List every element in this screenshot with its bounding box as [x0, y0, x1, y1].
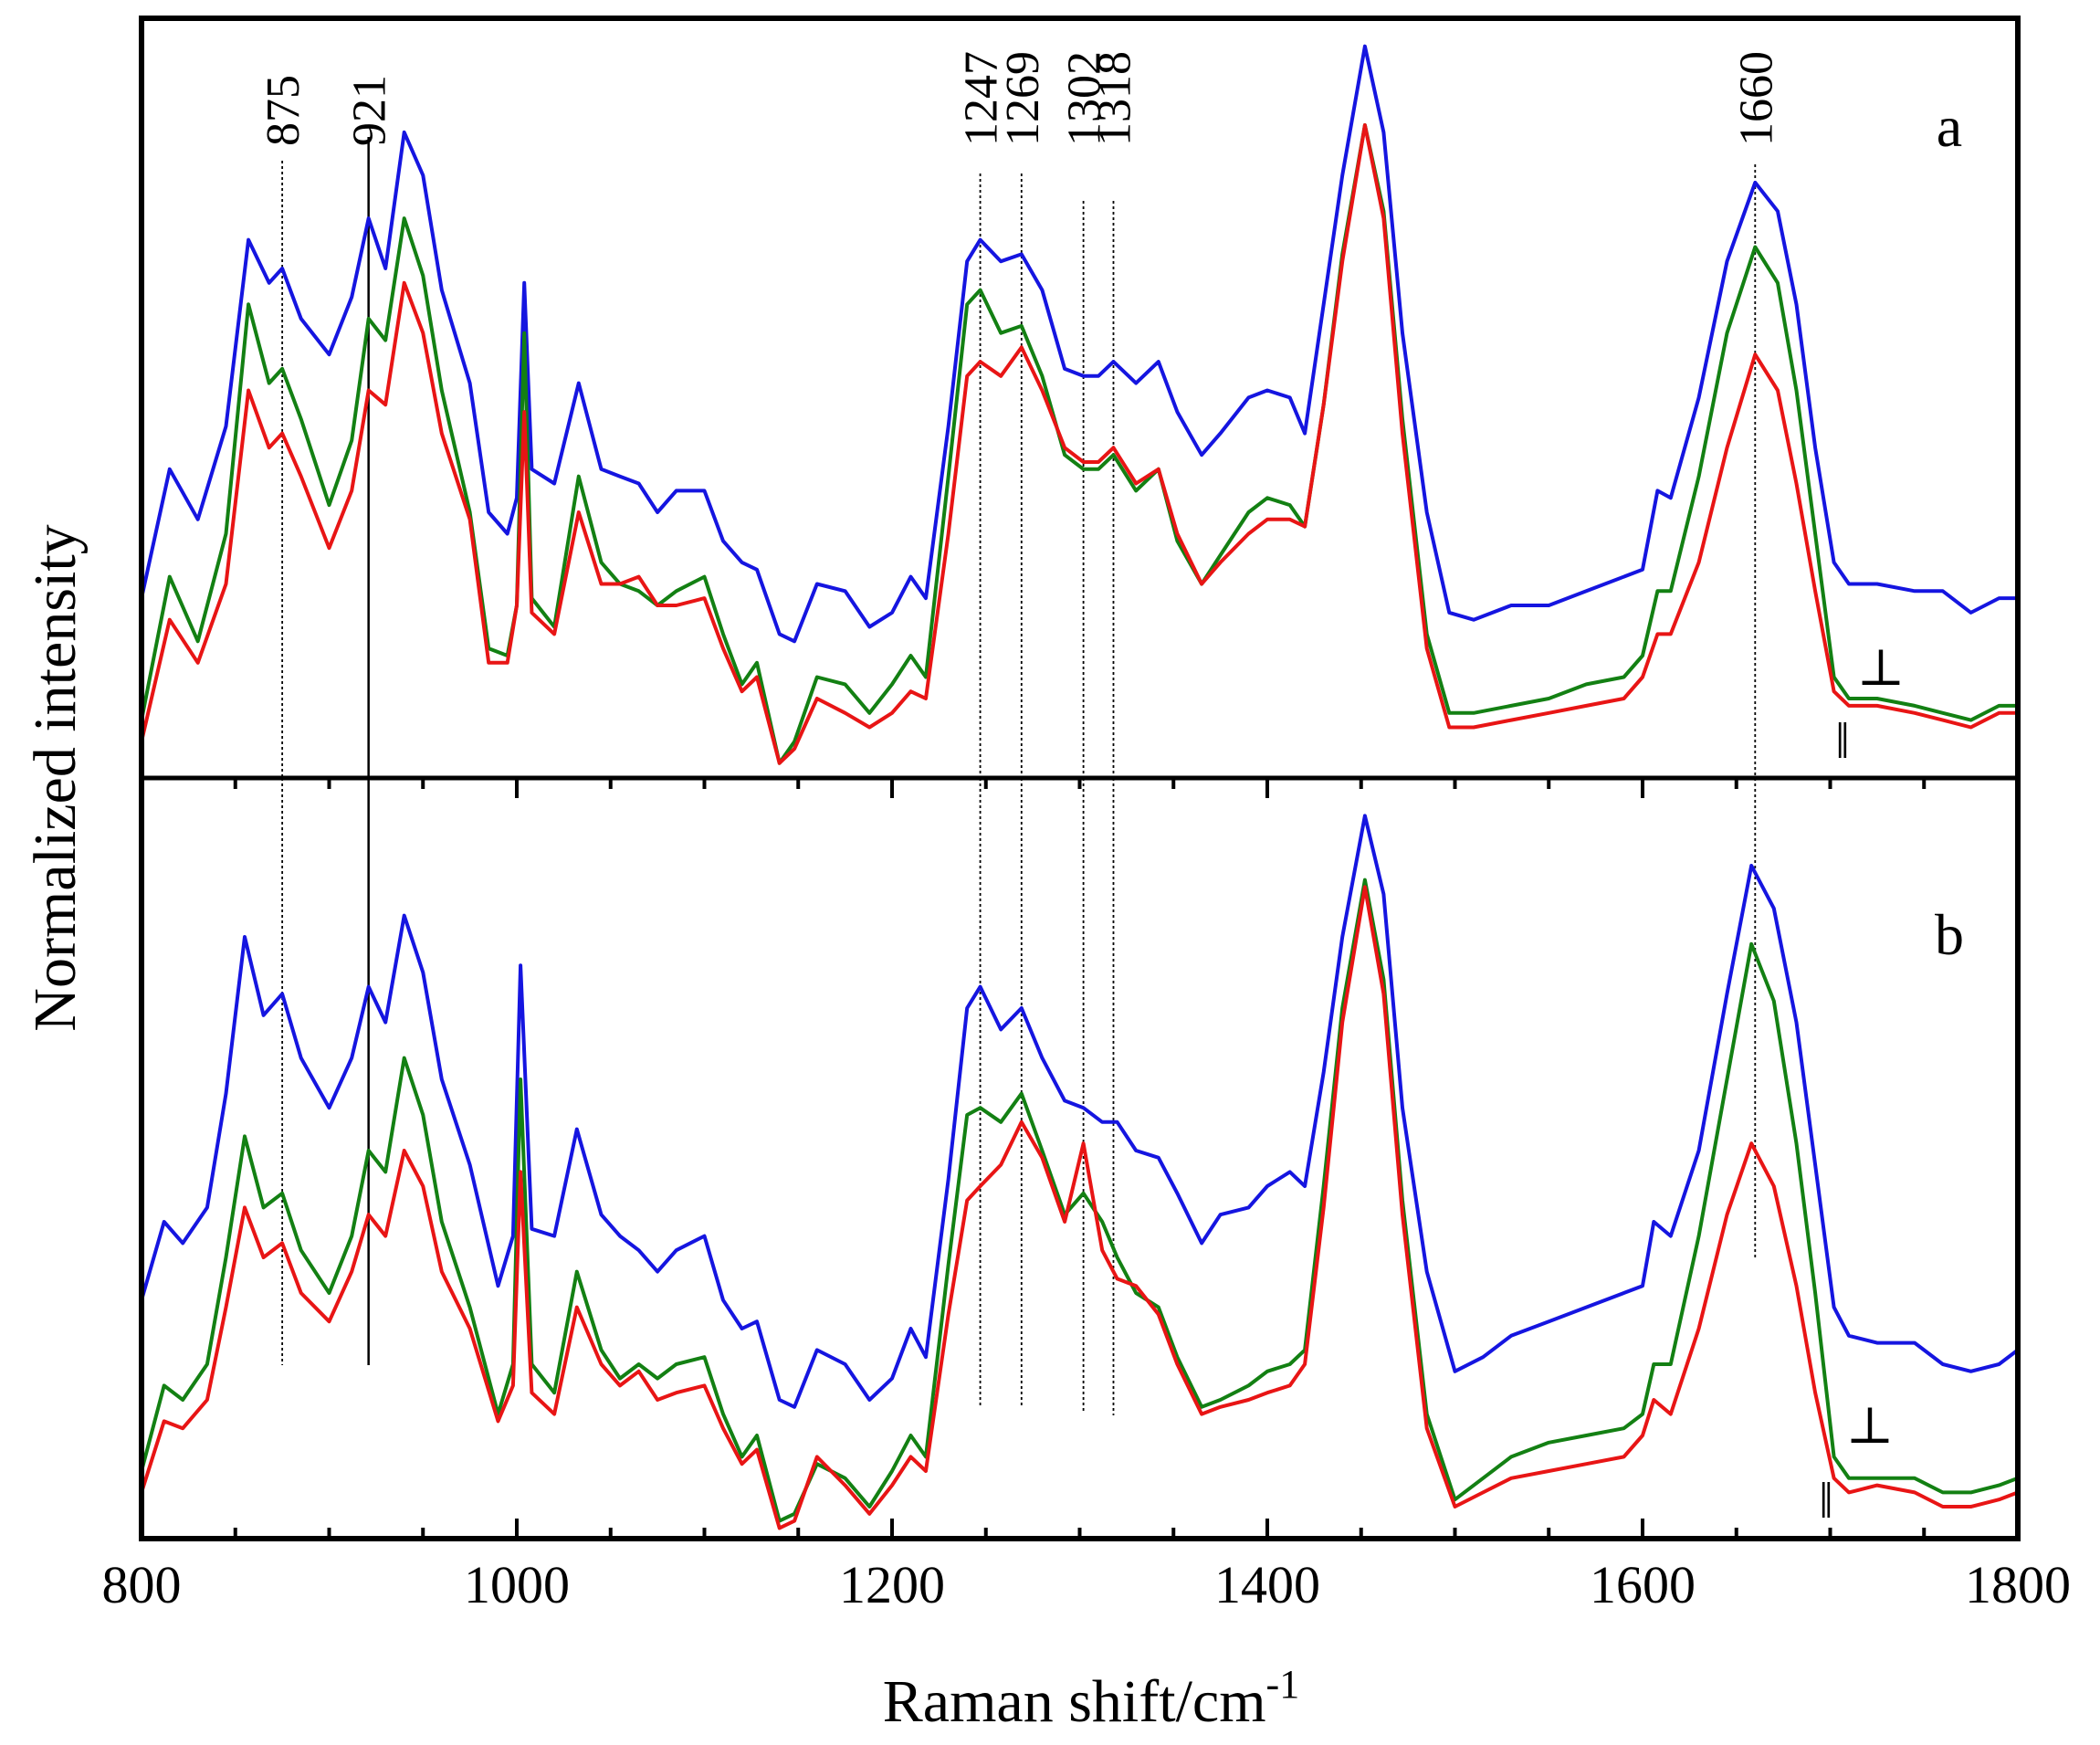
x-axis-title-text: Raman shift/cm [883, 1668, 1266, 1735]
panel-a: a ⊥ ‖ [140, 44, 2018, 778]
peak-label-1318: 1318 [1089, 51, 1141, 146]
peak-label-1247: 1247 [956, 51, 1008, 146]
x-axis-title-superscript: -1 [1266, 1662, 1300, 1707]
y-axis-title: Normalized intensity [22, 524, 89, 1031]
series-line-b-green [140, 878, 2019, 1523]
x-tick-label-1200: 1200 [839, 1555, 945, 1614]
panel-a-peak-markers [281, 137, 1757, 778]
panel-a-series [140, 44, 2018, 765]
peak-label-1660: 1660 [1730, 51, 1782, 146]
series-line-a-blue [140, 44, 2018, 644]
panel-a-label: a [1937, 94, 1962, 159]
x-axis-tick-labels: 800 1000 1200 1400 1600 1800 [102, 1555, 2072, 1614]
series-line-a-green [140, 123, 2018, 765]
x-axis-title: Raman shift/cm-1 [883, 1662, 1299, 1735]
panel-a-perpendicular-label: ⊥ [1857, 640, 1906, 697]
peak-label-1269: 1269 [997, 51, 1049, 146]
peak-label-921: 921 [344, 75, 396, 146]
series-line-a-red [140, 123, 2018, 765]
panel-a-parallel-label: ‖ [1835, 713, 1850, 770]
x-tick-label-1800: 1800 [1965, 1555, 2071, 1614]
series-line-b-red [140, 885, 2019, 1530]
x-axis-ticks [140, 778, 2020, 1539]
panel-b: b ⊥ ‖ [140, 778, 2020, 1530]
panel-b-parallel-label: ‖ [1819, 1473, 1833, 1530]
x-tick-label-1400: 1400 [1214, 1555, 1320, 1614]
panel-b-label: b [1935, 902, 1964, 967]
peak-label-1302: 1302 [1059, 51, 1111, 146]
series-line-b-blue [140, 814, 2020, 1409]
panel-b-perpendicular-label: ⊥ [1846, 1398, 1895, 1455]
x-tick-label-1600: 1600 [1590, 1555, 1696, 1614]
peak-label-875: 875 [257, 75, 310, 146]
x-tick-label-1000: 1000 [464, 1555, 570, 1614]
x-tick-label-800: 800 [102, 1555, 182, 1614]
panel-b-series [140, 814, 2020, 1530]
